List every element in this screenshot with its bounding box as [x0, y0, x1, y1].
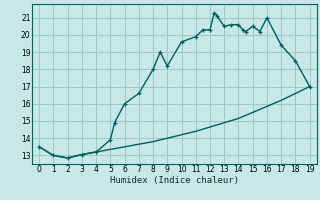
X-axis label: Humidex (Indice chaleur): Humidex (Indice chaleur) — [110, 176, 239, 185]
